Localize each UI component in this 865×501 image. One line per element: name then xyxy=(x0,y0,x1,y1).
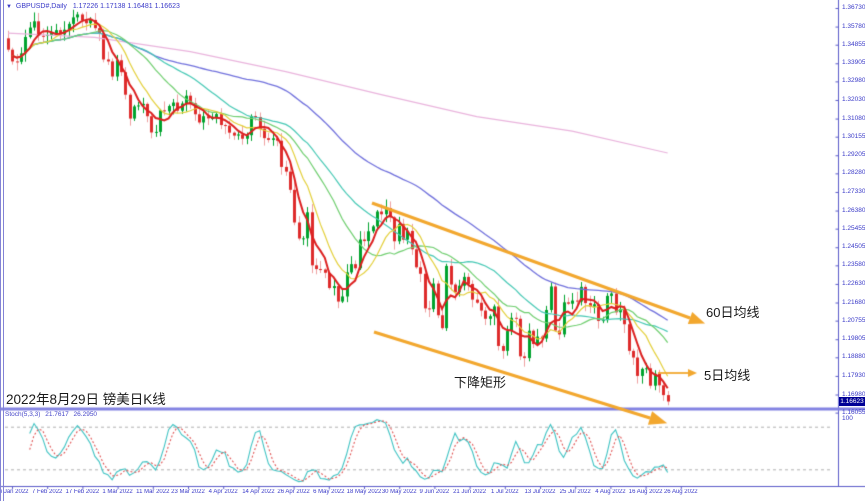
chart-left-frame xyxy=(3,0,4,501)
time-axis-label: 26 Aug 2022 xyxy=(663,489,698,495)
price-axis-label: 1.26380 xyxy=(842,206,865,214)
stochastic-indicator-label: Stoch(5,3,3) 21.7617 26.2950 xyxy=(5,411,100,418)
price-axis-label: 1.21680 xyxy=(842,298,865,306)
price-axis-label: 1.22630 xyxy=(842,279,865,287)
time-axis-label: 7 Feb 2022 xyxy=(32,489,63,495)
time-axis-label: 16 Aug 2022 xyxy=(628,489,663,495)
price-axis-label: 1.29205 xyxy=(842,151,865,159)
annotation-date-note[interactable]: 2022年8月29日 镑美日K线 xyxy=(6,392,166,407)
price-axis-label: 1.25455 xyxy=(842,224,865,232)
price-axis-label: 1.23580 xyxy=(842,261,865,269)
price-axis-label: 1.16980 xyxy=(842,390,865,398)
time-axis-label: 11 Mar 2022 xyxy=(136,489,170,495)
time-axis-label: 4 Apr 2022 xyxy=(208,489,238,495)
stoch-name: Stoch(5,3,3) xyxy=(5,411,41,418)
current-price-tag: 1.16623 xyxy=(839,396,865,406)
time-axis-label: 1 Mar 2022 xyxy=(102,489,133,495)
price-axis-label: 1.19805 xyxy=(842,335,865,343)
annotation-ma5-label[interactable]: 5日均线 xyxy=(704,368,751,383)
time-axis-label: 17 Feb 2022 xyxy=(65,489,100,495)
stoch-scale-top-label: 100 xyxy=(842,415,853,422)
annotation-pattern-label[interactable]: 下降矩形 xyxy=(454,375,507,390)
annotation-ma60-label[interactable]: 60日均线 xyxy=(706,305,760,320)
ohlc-values: 1.17226 1.17138 1.16481 1.16623 xyxy=(72,3,180,10)
price-axis-label: 1.20755 xyxy=(842,316,865,324)
time-axis-label: 9 Jun 2022 xyxy=(419,489,450,495)
price-axis-label: 1.36730 xyxy=(842,4,865,11)
price-axis-label: 1.24505 xyxy=(842,243,865,251)
window-left-border xyxy=(0,0,1,501)
chart-title: ▼ GBPUSD#,Daily 1.17226 1.17138 1.16481 … xyxy=(6,3,180,10)
price-axis-label: 1.18880 xyxy=(842,353,865,361)
time-axis-label: 4 Aug 2022 xyxy=(595,489,626,495)
time-axis-label: 30 May 2022 xyxy=(381,489,417,495)
price-axis-label: 1.17930 xyxy=(842,371,865,379)
time-axis-label: 23 Mar 2022 xyxy=(171,489,205,495)
price-axis-label: 1.32030 xyxy=(842,95,865,103)
stoch-d-value: 26.2950 xyxy=(73,411,98,418)
time-axis-label: 14 Apr 2022 xyxy=(242,489,275,495)
collapse-chart-icon[interactable]: ▼ xyxy=(6,4,12,10)
price-axis-label: 1.31080 xyxy=(842,114,865,122)
time-axis-label: 26 Apr 2022 xyxy=(277,489,310,495)
price-axis-label: 1.27330 xyxy=(842,187,865,195)
price-axis-label: 1.34855 xyxy=(842,40,865,48)
price-axis-label: 1.32980 xyxy=(842,77,865,85)
time-axis-label: 25 Jul 2022 xyxy=(559,489,591,495)
stoch-k-value: 21.7617 xyxy=(45,411,69,418)
price-axis-label: 1.33905 xyxy=(842,59,865,67)
time-axis-label: 1 Jul 2022 xyxy=(490,489,519,495)
price-axis-label: 1.30155 xyxy=(842,132,865,140)
time-axis-label: 21 Jun 2022 xyxy=(453,489,487,495)
price-axis-label: 1.16055 xyxy=(842,408,865,416)
price-axis-label: 1.35780 xyxy=(842,22,865,30)
time-axis-label: 6 May 2022 xyxy=(313,489,345,495)
price-axis-label: 1.28280 xyxy=(842,169,865,177)
symbol-period-label: GBPUSD#,Daily xyxy=(15,3,67,10)
time-axis-label: 13 Jul 2022 xyxy=(524,489,556,495)
time-axis-label: 26 Jan 2022 xyxy=(0,489,29,495)
time-axis-label: 18 May 2022 xyxy=(346,489,382,495)
